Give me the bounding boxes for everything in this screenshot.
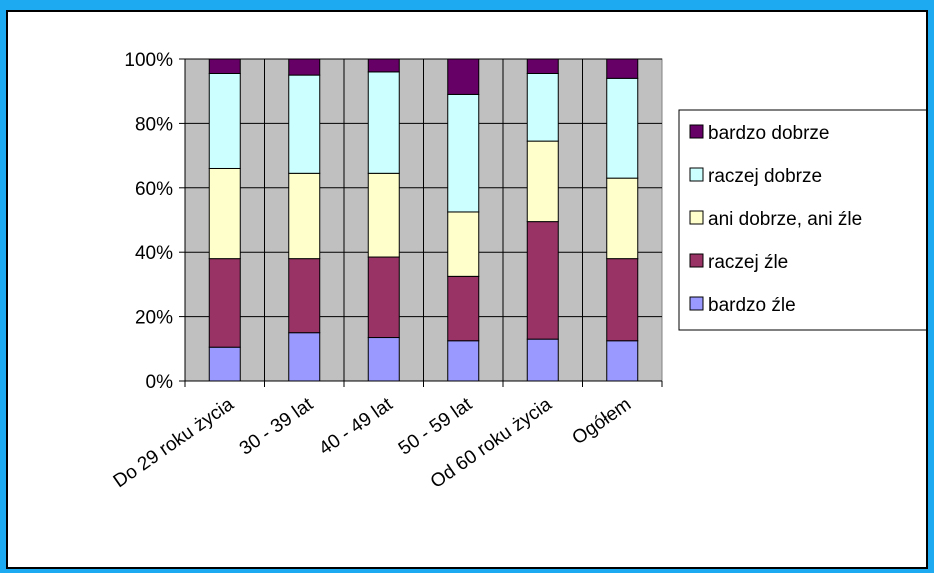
bar-segment: [367, 172, 400, 258]
bar-segment: [447, 58, 480, 95]
legend-swatch: [689, 210, 704, 225]
bar-segment: [288, 332, 321, 382]
bar-segment: [367, 71, 400, 174]
bar-segment: [606, 58, 639, 79]
legend-label: bardzo dobrze: [708, 123, 829, 144]
bar-segment: [367, 256, 400, 339]
y-tick-label: 40%: [135, 243, 173, 264]
legend-label: ani dobrze, ani źle: [708, 209, 862, 230]
bar-segment: [606, 258, 639, 342]
bar-segment: [288, 74, 321, 174]
bar-segment: [606, 177, 639, 260]
legend-label: bardzo źle: [708, 295, 796, 316]
bar-segment: [288, 172, 321, 260]
legend-label: raczej źle: [708, 252, 788, 273]
bar-segment: [526, 221, 559, 340]
bar-segment: [447, 211, 480, 277]
bar-segment: [526, 58, 559, 74]
bar-segment: [288, 258, 321, 334]
y-tick-label: 100%: [124, 50, 173, 71]
bar-segment: [288, 58, 321, 76]
bar-segment: [526, 338, 559, 382]
legend-swatch: [689, 253, 704, 268]
y-tick-label: 60%: [135, 179, 173, 200]
bar-segment: [526, 140, 559, 223]
bar-segment: [367, 58, 400, 73]
bar-segment: [447, 93, 480, 213]
bar-segment: [526, 72, 559, 142]
bar-segment: [606, 77, 639, 179]
bar-segment: [208, 72, 241, 169]
bar-segment: [208, 346, 241, 382]
legend-swatch: [689, 296, 704, 311]
bar-segment: [447, 340, 480, 382]
bar-segment: [208, 58, 241, 74]
x-tick-label: 30 - 39 lat: [236, 393, 318, 459]
chart-frame: 0% 20% 40% 60% 80% 100% Do 29 roku życia 30 - 3…: [6, 10, 928, 569]
y-tick-label: 80%: [135, 114, 173, 135]
x-tick-label: 40 - 49 lat: [315, 393, 397, 459]
bar-segment: [208, 167, 241, 260]
legend-swatch: [689, 124, 704, 139]
x-tick-label: Do 29 roku życia: [110, 394, 238, 493]
bar-segment: [447, 275, 480, 342]
bar-segment: [367, 337, 400, 382]
legend-label: raczej dobrze: [708, 166, 822, 187]
y-tick-label: 0%: [146, 372, 174, 393]
bar-segment: [606, 340, 639, 382]
y-tick-label: 20%: [135, 308, 173, 329]
bar-segment: [208, 258, 241, 348]
legend-swatch: [689, 167, 704, 182]
x-tick-label: Ogółem: [569, 394, 636, 449]
legend-box: [678, 109, 926, 331]
